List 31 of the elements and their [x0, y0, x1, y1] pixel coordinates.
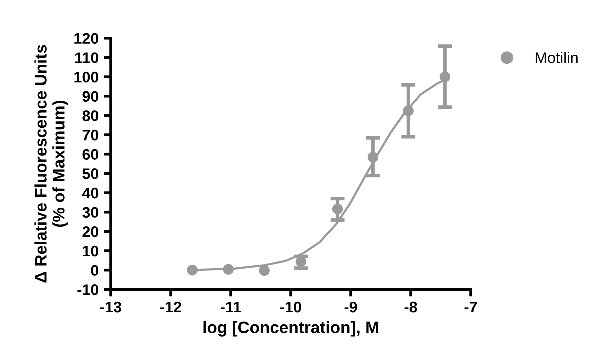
- x-tick-label: -13: [100, 302, 122, 313]
- x-tick-label: -8: [404, 302, 418, 313]
- point: [223, 264, 234, 275]
- point: [259, 265, 270, 276]
- y-tick-label: 10: [83, 246, 99, 257]
- y-tick-label: -10: [78, 284, 99, 296]
- x-tick-label: -12: [160, 302, 182, 313]
- point: [368, 152, 379, 163]
- x-tick-label: -7: [464, 302, 478, 313]
- x-axis-title: log [Concentration], M: [204, 321, 378, 337]
- y-tick-label: 70: [82, 130, 99, 141]
- y-tick-label: 100: [74, 72, 99, 83]
- x-tick-label: -11: [220, 302, 242, 313]
- point: [440, 72, 451, 82]
- point: [332, 204, 344, 215]
- y-tick-label: 0: [91, 265, 99, 276]
- y-tick-label: 120: [74, 33, 99, 44]
- y-tick-label: 60: [82, 149, 99, 160]
- y-tick-label: 90: [82, 91, 99, 102]
- legend-label: Motilin: [536, 52, 578, 64]
- y-tick-label: 40: [82, 188, 99, 199]
- y-axis-title: Δ Relative Fluorescence Units (% of Maximum): [34, 45, 68, 283]
- x-tick-label: -9: [344, 302, 358, 313]
- point: [403, 106, 414, 116]
- y-tick-label: 30: [82, 207, 99, 218]
- y-tick-label: 80: [82, 110, 99, 122]
- point: [187, 264, 198, 276]
- y-tick-label: 110: [76, 52, 99, 64]
- x-tick-label: -10: [280, 302, 302, 313]
- y-tick-label: 50: [82, 168, 99, 180]
- y-tick-label: 20: [82, 226, 99, 238]
